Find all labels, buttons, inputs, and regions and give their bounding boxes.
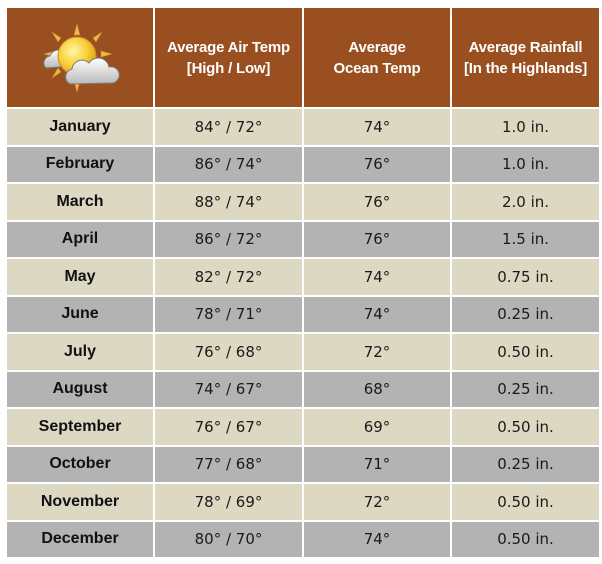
rainfall-cell: 0.25 in. xyxy=(450,294,601,334)
air-temp-cell: 74° / 67° xyxy=(153,369,304,409)
table-row: March 88° / 74° 76° 2.0 in. xyxy=(5,182,601,222)
ocean-temp-cell: 74° xyxy=(302,257,452,297)
table-row: April 86° / 72° 76° 1.5 in. xyxy=(5,219,601,259)
air-temp-cell: 86° / 74° xyxy=(153,144,304,184)
rainfall-cell: 0.75 in. xyxy=(450,257,601,297)
month-cell: February xyxy=(5,144,155,184)
month-cell: July xyxy=(5,332,155,372)
header-air-temp: Average Air Temp [High / Low] xyxy=(153,6,304,109)
ocean-temp-cell: 69° xyxy=(302,407,452,447)
header-row: Average Air Temp [High / Low] Average Oc… xyxy=(5,6,601,109)
rainfall-cell: 0.25 in. xyxy=(450,444,601,484)
header-air-temp-line1: Average Air Temp xyxy=(167,38,290,56)
air-temp-cell: 84° / 72° xyxy=(153,107,304,147)
ocean-temp-cell: 76° xyxy=(302,182,452,222)
rainfall-cell: 0.50 in. xyxy=(450,332,601,372)
rainfall-cell: 0.50 in. xyxy=(450,482,601,522)
air-temp-cell: 86° / 72° xyxy=(153,219,304,259)
header-ocean-temp: Average Ocean Temp xyxy=(302,6,452,109)
table-row: July 76° / 68° 72° 0.50 in. xyxy=(5,332,601,372)
air-temp-cell: 77° / 68° xyxy=(153,444,304,484)
ocean-temp-cell: 74° xyxy=(302,519,452,559)
rainfall-cell: 0.50 in. xyxy=(450,519,601,559)
table-row: May 82° / 72° 74° 0.75 in. xyxy=(5,257,601,297)
table-row: June 78° / 71° 74° 0.25 in. xyxy=(5,294,601,334)
air-temp-cell: 80° / 70° xyxy=(153,519,304,559)
rainfall-cell: 2.0 in. xyxy=(450,182,601,222)
ocean-temp-cell: 72° xyxy=(302,482,452,522)
table-row: December 80° / 70° 74° 0.50 in. xyxy=(5,519,601,559)
month-cell: August xyxy=(5,369,155,409)
month-cell: April xyxy=(5,219,155,259)
table-row: February 86° / 74° 76° 1.0 in. xyxy=(5,144,601,184)
header-ocean-temp-line1: Average xyxy=(348,38,406,56)
header-rainfall-line1: Average Rainfall xyxy=(468,38,583,56)
header-air-temp-line2: [High / Low] xyxy=(186,59,271,77)
month-cell: September xyxy=(5,407,155,447)
ocean-temp-cell: 74° xyxy=(302,107,452,147)
climate-table: Average Air Temp [High / Low] Average Oc… xyxy=(5,6,601,559)
table-row: September 76° / 67° 69° 0.50 in. xyxy=(5,407,601,447)
partly-cloudy-sun-icon xyxy=(42,22,120,93)
header-ocean-temp-line2: Ocean Temp xyxy=(333,59,421,77)
rainfall-cell: 0.50 in. xyxy=(450,407,601,447)
air-temp-cell: 76° / 68° xyxy=(153,332,304,372)
rainfall-cell: 1.0 in. xyxy=(450,107,601,147)
air-temp-cell: 78° / 71° xyxy=(153,294,304,334)
ocean-temp-cell: 68° xyxy=(302,369,452,409)
table-row: January 84° / 72° 74° 1.0 in. xyxy=(5,107,601,147)
month-cell: December xyxy=(5,519,155,559)
month-cell: January xyxy=(5,107,155,147)
month-cell: November xyxy=(5,482,155,522)
table-row: November 78° / 69° 72° 0.50 in. xyxy=(5,482,601,522)
air-temp-cell: 78° / 69° xyxy=(153,482,304,522)
rainfall-cell: 1.5 in. xyxy=(450,219,601,259)
header-rainfall: Average Rainfall [In the Highlands] xyxy=(450,6,601,109)
month-cell: May xyxy=(5,257,155,297)
air-temp-cell: 88° / 74° xyxy=(153,182,304,222)
air-temp-cell: 76° / 67° xyxy=(153,407,304,447)
ocean-temp-cell: 76° xyxy=(302,144,452,184)
rainfall-cell: 0.25 in. xyxy=(450,369,601,409)
ocean-temp-cell: 71° xyxy=(302,444,452,484)
month-cell: June xyxy=(5,294,155,334)
rainfall-cell: 1.0 in. xyxy=(450,144,601,184)
ocean-temp-cell: 72° xyxy=(302,332,452,372)
ocean-temp-cell: 74° xyxy=(302,294,452,334)
month-cell: March xyxy=(5,182,155,222)
table-row: August 74° / 67° 68° 0.25 in. xyxy=(5,369,601,409)
air-temp-cell: 82° / 72° xyxy=(153,257,304,297)
header-icon-cell xyxy=(5,6,155,109)
month-cell: October xyxy=(5,444,155,484)
table-row: October 77° / 68° 71° 0.25 in. xyxy=(5,444,601,484)
header-rainfall-line2: [In the Highlands] xyxy=(463,59,588,77)
ocean-temp-cell: 76° xyxy=(302,219,452,259)
